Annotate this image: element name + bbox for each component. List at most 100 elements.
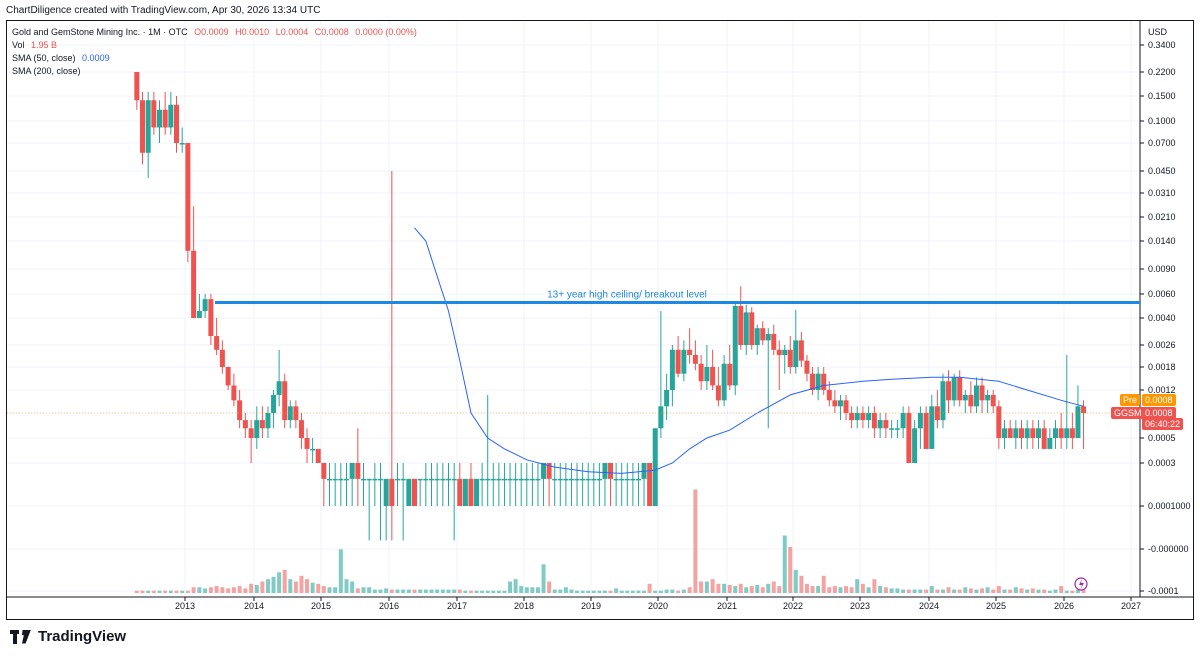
volume-bar (1059, 586, 1064, 593)
low-value: L0.0004 (275, 27, 309, 37)
candle-body (535, 478, 541, 481)
volume-bar (1081, 589, 1086, 593)
candle-body (635, 478, 641, 481)
volume-bar (766, 583, 771, 593)
volume-bar (980, 588, 985, 593)
volume-bar (799, 575, 804, 593)
candle-body (854, 413, 860, 421)
candle-body (821, 373, 827, 390)
time-tick-label: 2019 (581, 601, 601, 611)
sma50-label: SMA (50, close) (12, 53, 76, 63)
candle-body (552, 478, 558, 481)
candle-body (1019, 428, 1024, 438)
volume-bar (924, 589, 929, 593)
bar-countdown-tag: 06:40:22 (1142, 418, 1184, 430)
candle-body (906, 413, 912, 463)
time-tick-label: 2022 (783, 601, 803, 611)
candle-body (490, 478, 496, 481)
candle-body (1047, 438, 1053, 449)
volume-bar (429, 589, 434, 593)
candle-body (541, 463, 547, 479)
brand-name: TradingView (38, 628, 127, 645)
open-value: O0.0009 (194, 27, 229, 37)
brand-footer[interactable]: TradingView (10, 628, 126, 645)
volume-bar (844, 586, 849, 593)
candle-body (743, 312, 749, 345)
price-tick-label: 0.2200 (1148, 67, 1176, 77)
volume-bar (271, 576, 276, 593)
volume-bar (174, 590, 179, 593)
volume-bar (991, 589, 996, 593)
volume-bar (591, 590, 596, 593)
candle-body (647, 463, 653, 506)
candle-body (151, 100, 157, 128)
candle-body (287, 406, 293, 421)
volume-bar (134, 590, 139, 593)
volume-bar (530, 587, 535, 593)
volume-bar (406, 589, 411, 593)
volume-bar (146, 590, 151, 593)
legend-volume-row[interactable]: Vol 1.95 B (12, 39, 417, 52)
volume-bar (547, 581, 552, 593)
volume-bar (180, 590, 185, 593)
volume-bar (849, 587, 854, 593)
candle-body (237, 400, 243, 421)
candle-body (310, 448, 316, 451)
volume-bar (502, 590, 507, 593)
candle-body (321, 463, 327, 479)
candle-body (349, 463, 355, 479)
candle-body (568, 478, 574, 481)
volume-bar (361, 587, 366, 593)
candle-body (760, 328, 766, 341)
volume-bar (901, 589, 906, 593)
candle-body (602, 463, 608, 479)
legend-sma200-row[interactable]: SMA (200, close) (12, 65, 417, 78)
candle-body (580, 478, 586, 481)
candle-body (242, 420, 248, 429)
price-tick-label: 0.0090 (1148, 264, 1176, 274)
candle-body (162, 109, 168, 128)
volume-bar (508, 581, 513, 593)
candle-body (771, 333, 777, 350)
volume-bar (552, 589, 557, 593)
price-tick-label: -0.000000 (1148, 544, 1189, 554)
candle-body (298, 420, 304, 438)
volume-bar (687, 587, 692, 593)
volume-bar (452, 589, 457, 593)
candle-body (196, 311, 202, 318)
legend-sma50-row[interactable]: SMA (50, close) 0.0009 (12, 52, 417, 65)
candle-body (968, 394, 974, 407)
currency-label[interactable]: USD (1148, 27, 1168, 37)
volume-bar (474, 590, 479, 593)
volume-bar (918, 589, 923, 593)
volume-bar (878, 586, 883, 593)
candle-body (179, 143, 185, 145)
volume-bar (963, 587, 968, 593)
candle-body (338, 478, 344, 481)
candle-body (894, 428, 900, 430)
candle-body (457, 478, 463, 506)
candle-body (1024, 428, 1030, 438)
volume-bar (810, 586, 815, 593)
volume-bar (412, 589, 417, 593)
price-tick-label: 0.1500 (1148, 91, 1176, 101)
volume-bar (946, 587, 951, 593)
candle-body (990, 394, 996, 407)
volume-bar (333, 587, 338, 593)
volume-bar (872, 579, 877, 593)
candle-body (383, 478, 389, 506)
time-tick-label: 2021 (717, 601, 737, 611)
volume-bar (653, 590, 658, 593)
sma-50-line (414, 227, 1084, 474)
candle-body (951, 377, 957, 401)
candle-body (524, 478, 530, 481)
candle-body (1013, 428, 1019, 438)
volume-bar (327, 587, 332, 593)
candle-body (929, 406, 935, 449)
volume-bar (929, 586, 934, 593)
volume-bar (321, 586, 326, 593)
candle-body (327, 478, 332, 481)
volume-bar (440, 589, 445, 593)
candle-body (276, 381, 282, 395)
